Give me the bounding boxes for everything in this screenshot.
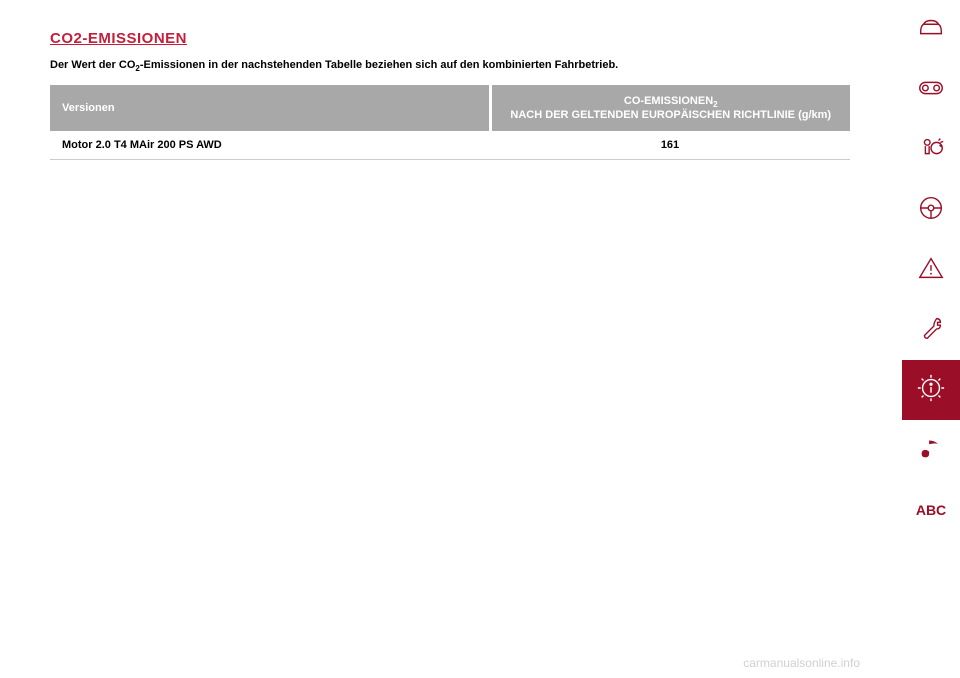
- warning-icon: [916, 253, 946, 288]
- page-title: CO2-EMISSIONEN: [50, 30, 850, 47]
- emissions-table: Versionen CO-EMISSIONEN2 NACH DER GELTEN…: [50, 85, 850, 160]
- sidebar-nav: ABC: [902, 0, 960, 678]
- sidebar-item-multimedia[interactable]: [902, 420, 960, 480]
- sidebar-item-driving[interactable]: [902, 180, 960, 240]
- sidebar-item-warning[interactable]: [902, 240, 960, 300]
- airbag-icon: [916, 133, 946, 168]
- sidebar-item-technical[interactable]: [902, 360, 960, 420]
- car-icon: [916, 13, 946, 48]
- desc-suffix: -Emissionen in der nachstehenden Tabelle…: [140, 59, 618, 71]
- dashboard-icon: [916, 73, 946, 108]
- sidebar-item-vehicle[interactable]: [902, 0, 960, 60]
- header-emissions: CO-EMISSIONEN2 NACH DER GELTENDEN EUROPÄ…: [490, 85, 850, 131]
- sidebar-item-maintenance[interactable]: [902, 300, 960, 360]
- music-note-icon: [916, 433, 946, 468]
- sidebar-item-dashboard[interactable]: [902, 60, 960, 120]
- desc-prefix: Der Wert der CO: [50, 59, 135, 71]
- steering-wheel-icon: [916, 193, 946, 228]
- sidebar-item-index[interactable]: ABC: [902, 480, 960, 540]
- table-header-row: Versionen CO-EMISSIONEN2 NACH DER GELTEN…: [50, 85, 850, 131]
- wrench-icon: [916, 313, 946, 348]
- sidebar-item-safety[interactable]: [902, 120, 960, 180]
- header-line1: CO-EMISSIONEN: [624, 95, 713, 107]
- watermark-text: carmanualsonline.info: [743, 656, 860, 670]
- header-line2: NACH DER GELTENDEN EUROPÄISCHEN RICHTLIN…: [510, 109, 831, 121]
- abc-icon: ABC: [916, 502, 946, 518]
- info-gear-icon: [916, 373, 946, 408]
- table-row: Motor 2.0 T4 MAir 200 PS AWD 161: [50, 131, 850, 160]
- description-text: Der Wert der CO2-Emissionen in der nachs…: [50, 59, 850, 73]
- header-versions: Versionen: [50, 85, 490, 131]
- cell-version: Motor 2.0 T4 MAir 200 PS AWD: [50, 131, 490, 160]
- cell-value: 161: [490, 131, 850, 160]
